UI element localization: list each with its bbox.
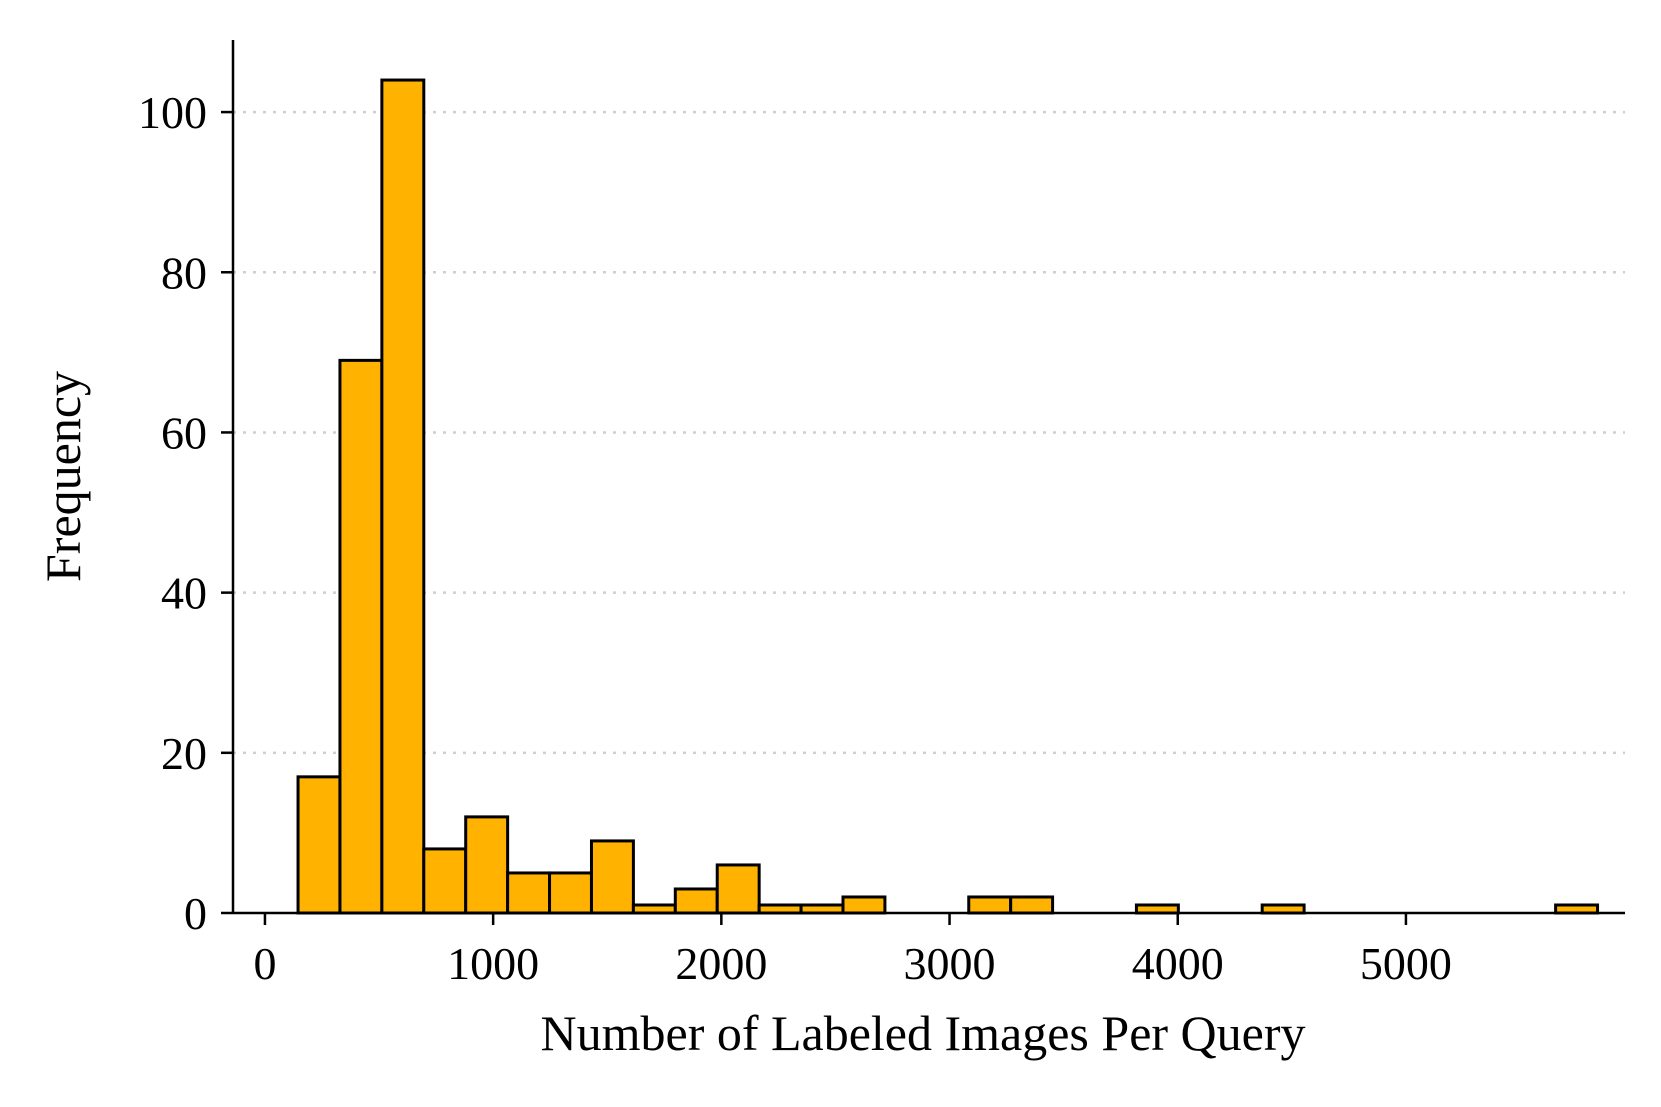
y-tick-label: 0 — [184, 888, 207, 939]
y-tick-label: 100 — [138, 87, 207, 138]
y-axis-label: Frequency — [35, 371, 91, 582]
x-ticks: 0 1000 2000 3000 4000 5000 — [253, 913, 1452, 989]
histogram-bar — [548, 871, 593, 915]
grid-lines — [233, 110, 1625, 755]
histogram-bar — [296, 775, 342, 915]
y-tick-label: 60 — [161, 407, 207, 458]
x-tick-label: 1000 — [447, 938, 539, 989]
x-tick-label: 4000 — [1132, 938, 1224, 989]
histogram-bar — [464, 815, 510, 915]
histogram-bar — [589, 839, 635, 915]
histogram-bar — [380, 78, 426, 915]
y-tick-label: 80 — [161, 247, 207, 298]
histogram-bar — [967, 895, 1013, 915]
x-axis-label: Number of Labeled Images Per Query — [541, 1005, 1306, 1061]
y-ticks: 0 20 40 60 80 100 — [138, 87, 233, 939]
x-tick-label: 5000 — [1360, 938, 1452, 989]
histogram-bar — [841, 895, 887, 915]
histogram-bar — [338, 358, 384, 915]
x-tick-label: 3000 — [904, 938, 996, 989]
histogram-bars — [296, 78, 1600, 915]
axes — [231, 40, 1625, 915]
histogram-bar — [506, 871, 552, 915]
histogram-bar — [673, 887, 719, 915]
x-tick-label: 0 — [253, 938, 276, 989]
y-tick-label: 40 — [161, 568, 207, 619]
histogram-bar — [1009, 895, 1055, 915]
x-tick-label: 2000 — [675, 938, 767, 989]
histogram-bar — [422, 847, 468, 915]
y-tick-label: 20 — [161, 728, 207, 779]
histogram-bar — [715, 863, 761, 915]
